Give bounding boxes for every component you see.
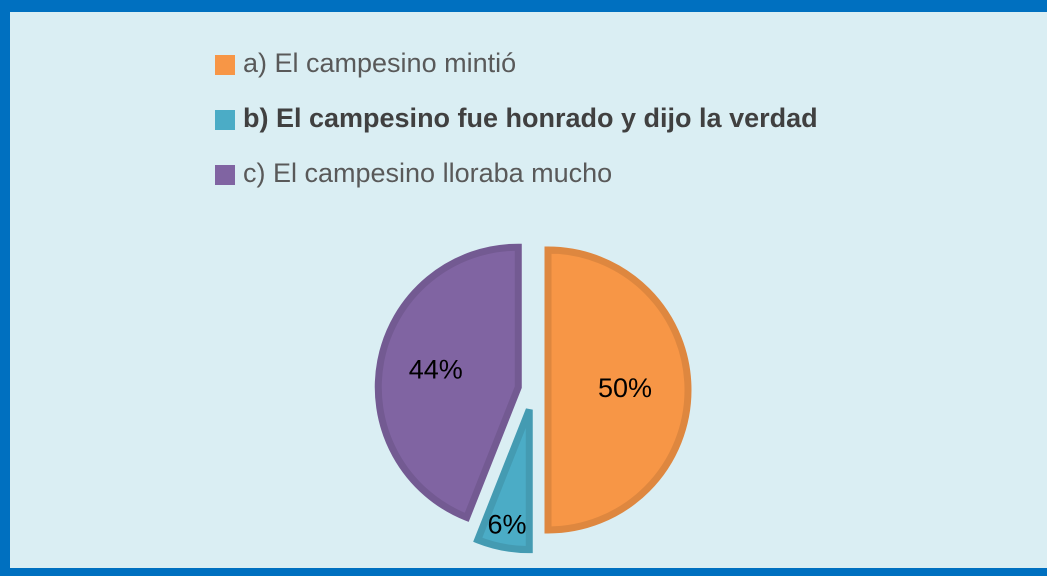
legend-label: a) El campesino mintió (243, 48, 516, 78)
data-label: 6% (487, 510, 526, 540)
legend-swatch (215, 165, 235, 185)
data-label: 50% (598, 373, 652, 403)
pie-slice (473, 408, 533, 554)
data-label: 44% (409, 355, 463, 385)
legend-label: c) El campesino lloraba mucho (243, 158, 612, 188)
legend-swatch (215, 110, 235, 130)
pie-slice (374, 243, 522, 522)
pie-slice (544, 246, 692, 534)
legend-swatch (215, 55, 235, 75)
legend-label: b) El campesino fue honrado y dijo la ve… (243, 103, 818, 133)
